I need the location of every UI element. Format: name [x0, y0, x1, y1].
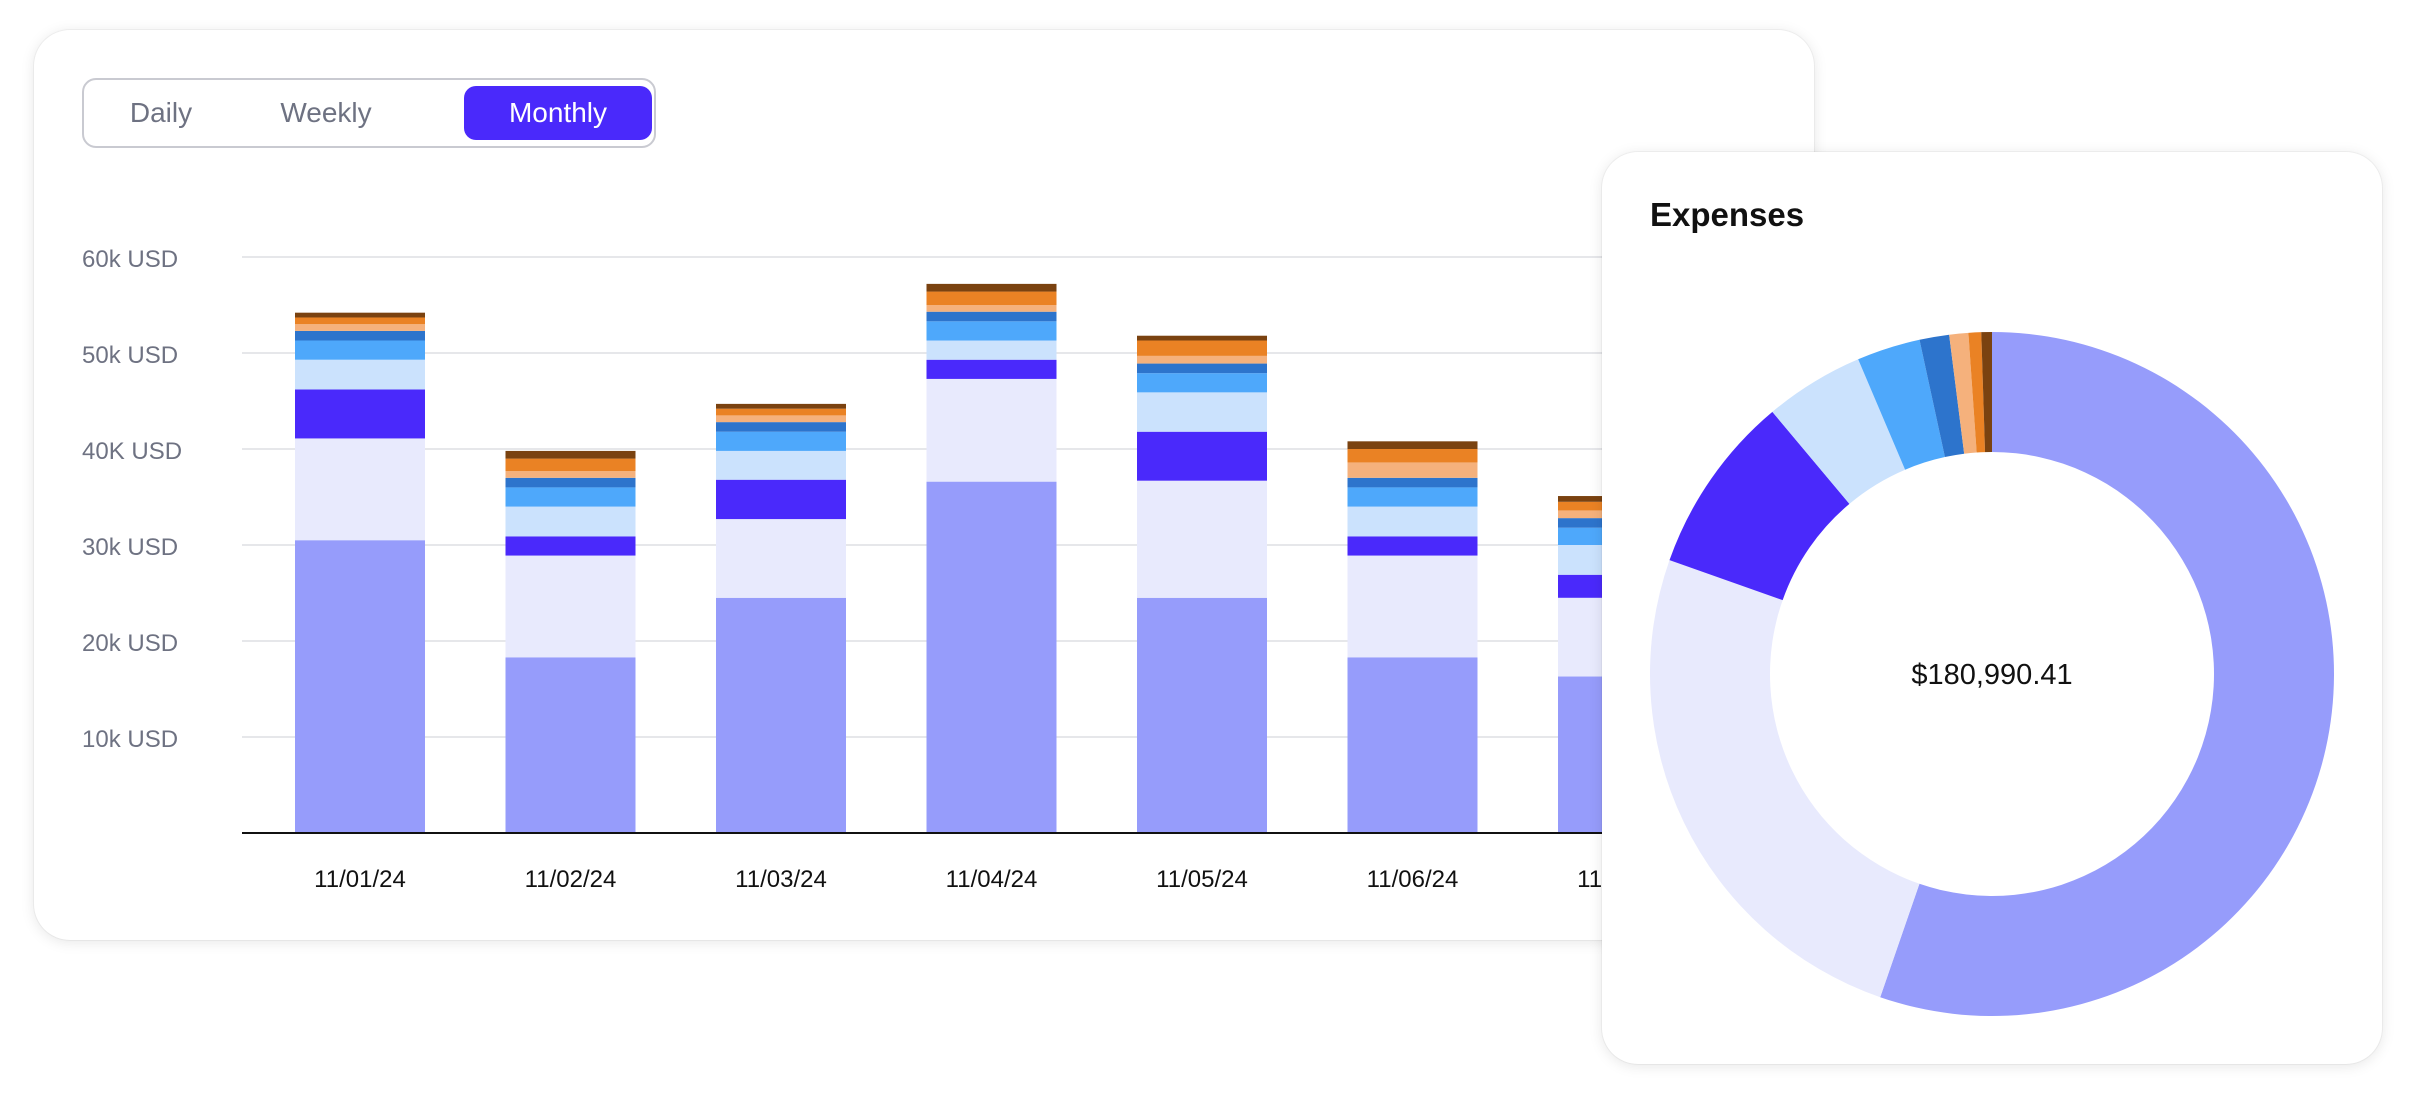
tab-daily[interactable]: Daily — [129, 97, 193, 128]
bar-segment — [716, 422, 846, 432]
bar-segment — [505, 506, 636, 537]
bar-segment — [1137, 340, 1267, 356]
bar-segment — [926, 321, 1057, 341]
bar-segment — [716, 597, 846, 833]
bar-segment — [716, 408, 846, 416]
bar-segment — [716, 415, 846, 423]
bar-segment — [295, 438, 425, 541]
y-tick-label: 40K USD — [82, 438, 182, 465]
bar-segment — [1347, 487, 1478, 507]
bar-segment — [295, 317, 425, 325]
bar-segment — [505, 450, 636, 459]
bar-segment — [926, 305, 1057, 312]
bar-segment — [716, 450, 846, 480]
expenses-card: Expenses $180,990.41 — [1602, 152, 2382, 1064]
bar-segment — [505, 477, 636, 488]
bar-segment — [1347, 555, 1478, 658]
bar-segment — [716, 479, 846, 520]
bar-segment — [926, 283, 1057, 292]
bar-segment — [295, 340, 425, 360]
x-tick-label: 11/05/24 — [1156, 866, 1248, 893]
x-tick-label: 11/01/24 — [314, 866, 406, 893]
bar-segment — [1347, 462, 1478, 478]
donut-center-total: $180,990.41 — [1911, 659, 2072, 691]
bar-chart-card: Daily Weekly Monthly 10k USD 20k USD 30k U… — [34, 30, 1814, 940]
bar-segment — [1137, 392, 1267, 432]
bar-segment — [1347, 536, 1478, 556]
bar-segment — [716, 403, 846, 409]
bar-segment — [926, 311, 1057, 322]
bar-segment — [926, 340, 1057, 360]
donut-slice — [1919, 334, 1965, 458]
bar-segment — [505, 458, 636, 472]
x-tick-label: 11/03/24 — [735, 866, 827, 893]
bar-segment — [1137, 335, 1267, 341]
bar-segment — [505, 536, 636, 556]
x-tick-label: 11/02/24 — [525, 866, 617, 893]
bar-segment — [295, 312, 425, 318]
y-tick-label: 20k USD — [82, 630, 178, 657]
bar-segment — [1347, 449, 1478, 463]
stacked-bar-chart: 10k USD 20k USD 30k USD 40K USD 50k USD 60k U… — [82, 246, 1814, 893]
bar-segment — [505, 487, 636, 507]
bar-segment — [1347, 477, 1478, 488]
bar-segment — [295, 540, 425, 833]
donut-slice — [1880, 332, 2334, 1016]
bar-segment — [295, 389, 425, 439]
bar-segment — [505, 471, 636, 478]
bar-segment — [505, 657, 636, 833]
bar-segment — [926, 378, 1057, 482]
bar-segment — [1347, 506, 1478, 537]
donut-slice — [1772, 359, 1906, 504]
tab-weekly[interactable]: Weekly — [280, 97, 372, 128]
tab-monthly[interactable]: Monthly — [464, 86, 652, 140]
donut-slice — [1968, 332, 1986, 453]
donut-slice — [1650, 560, 1920, 998]
period-toggle: Daily Weekly Monthly — [82, 78, 656, 148]
bar-segment — [1137, 597, 1267, 833]
bar-segment — [1347, 657, 1478, 833]
x-tick-label: 11/06/24 — [1367, 866, 1459, 893]
x-tick-label: 11/04/24 — [946, 866, 1038, 893]
bar-segment — [505, 555, 636, 658]
bar-segment — [926, 481, 1057, 833]
bar-segment — [1137, 373, 1267, 393]
donut-slice — [1858, 339, 1945, 470]
bar-segment — [295, 359, 425, 390]
bar-segment — [926, 291, 1057, 305]
y-tick-label: 10k USD — [82, 726, 178, 753]
bar-segment — [716, 431, 846, 451]
bar-segment — [716, 519, 846, 598]
y-tick-label: 60k USD — [82, 246, 178, 273]
bar-segment — [295, 324, 425, 331]
y-tick-label: 50k USD — [82, 342, 178, 369]
donut-slice — [1669, 411, 1850, 601]
y-tick-label: 30k USD — [82, 534, 178, 561]
bar-segment — [1347, 441, 1478, 449]
bar-segment — [1137, 355, 1267, 364]
expenses-donut-chart: $180,990.41 — [1650, 332, 2334, 1016]
bar-segment — [1137, 480, 1267, 598]
bar-segment — [1137, 431, 1267, 481]
donut-slice — [1981, 332, 1992, 453]
donut-slice — [1949, 332, 1977, 454]
bar-segment — [295, 330, 425, 341]
expenses-title: Expenses — [1650, 196, 1805, 233]
bar-segment — [1137, 363, 1267, 374]
bar-segment — [926, 359, 1057, 379]
